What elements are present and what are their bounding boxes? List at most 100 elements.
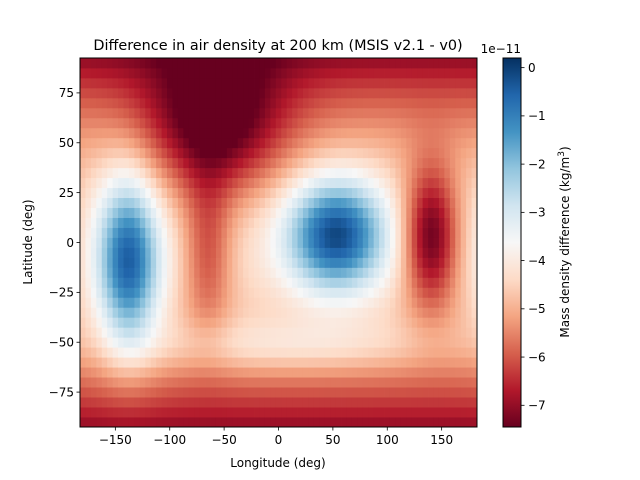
heatmap-cell (302, 197, 309, 208)
heatmap-cell (438, 267, 445, 278)
heatmap-cell (90, 237, 97, 248)
heatmap-cell (433, 137, 440, 149)
heatmap-cell (194, 77, 201, 89)
heatmap-cell (373, 257, 380, 268)
heatmap-cell (346, 417, 353, 428)
heatmap-cell (90, 177, 97, 189)
heatmap-cell (455, 187, 462, 199)
heatmap-cell (460, 127, 467, 139)
heatmap-cell (188, 297, 195, 308)
heatmap-cell (308, 417, 315, 428)
heatmap-cell (384, 287, 391, 298)
heatmap-cell (313, 97, 320, 109)
heatmap-cell (411, 277, 418, 288)
heatmap-cell (460, 58, 467, 69)
heatmap-cell (199, 407, 206, 418)
heatmap-cell (379, 307, 385, 318)
heatmap-cell (96, 127, 103, 139)
heatmap-cell (281, 317, 288, 328)
heatmap-cell (379, 117, 385, 129)
heatmap-cell (351, 297, 358, 308)
heatmap-cell (275, 337, 282, 348)
heatmap-cell (85, 377, 92, 388)
heatmap-cell (226, 317, 233, 328)
heatmap-cell (112, 117, 119, 129)
heatmap-cell (112, 277, 119, 288)
heatmap-cell (107, 197, 114, 208)
heatmap-cell (215, 67, 222, 79)
heatmap-cell (161, 107, 168, 119)
heatmap-cell (417, 357, 424, 368)
heatmap-cell (232, 417, 239, 428)
heatmap-cell (297, 127, 304, 139)
heatmap-cell (107, 137, 114, 149)
heatmap-cell (335, 237, 342, 248)
heatmap-cell (324, 267, 331, 278)
heatmap-cell (150, 187, 157, 199)
heatmap-cell (341, 67, 347, 79)
heatmap-cell (297, 147, 304, 159)
heatmap-cell (226, 177, 233, 189)
heatmap-cell (112, 147, 119, 159)
heatmap-cell (406, 397, 413, 408)
heatmap-cell (438, 317, 445, 328)
heatmap-cell (118, 327, 124, 338)
heatmap-cell (210, 397, 217, 408)
heatmap-cell (308, 157, 315, 169)
heatmap-cell (368, 297, 375, 308)
heatmap-cell (194, 247, 201, 258)
heatmap-cell (128, 407, 135, 418)
heatmap-cell (449, 247, 456, 258)
heatmap-cell (134, 267, 141, 278)
heatmap-cell (471, 257, 478, 268)
heatmap-cell (368, 187, 375, 199)
heatmap-cell (466, 317, 472, 328)
heatmap-cell (281, 77, 288, 89)
heatmap-cell (357, 117, 364, 129)
heatmap-cell (373, 267, 380, 278)
heatmap-cell (297, 197, 304, 208)
heatmap-cell (128, 77, 135, 89)
heatmap-cell (264, 87, 271, 99)
heatmap-cell (438, 397, 445, 408)
heatmap-cell (150, 367, 157, 378)
heatmap-cell (324, 187, 331, 199)
heatmap-cell (275, 307, 282, 318)
heatmap-cell (156, 287, 162, 298)
heatmap-cell (449, 347, 456, 358)
heatmap-cell (128, 87, 135, 99)
heatmap-cell (335, 217, 342, 228)
heatmap-cell (270, 207, 277, 218)
heatmap-cell (302, 417, 309, 428)
heatmap-cell (330, 87, 336, 99)
heatmap-cell (335, 247, 342, 258)
heatmap-cell (395, 107, 402, 119)
heatmap-cell (264, 207, 271, 218)
heatmap-cell (351, 377, 358, 388)
heatmap-cell (128, 377, 135, 388)
heatmap-cell (139, 177, 146, 189)
heatmap-cell (177, 207, 184, 218)
heatmap-cell (417, 327, 424, 338)
heatmap-cell (226, 137, 233, 149)
heatmap-cell (362, 397, 369, 408)
heatmap-cell (172, 197, 179, 208)
heatmap-cell (433, 327, 440, 338)
heatmap-cell (292, 417, 298, 428)
heatmap-cell (357, 247, 364, 258)
heatmap-cell (101, 367, 108, 378)
heatmap-cell (341, 307, 347, 318)
heatmap-cell (101, 147, 108, 159)
heatmap-cell (123, 327, 130, 338)
heatmap-cell (123, 347, 130, 358)
heatmap-cell (444, 257, 451, 268)
heatmap-cell (85, 167, 92, 179)
heatmap-cell (118, 347, 124, 358)
heatmap-cell (357, 307, 364, 318)
heatmap-cell (259, 307, 266, 318)
heatmap-cell (161, 87, 168, 99)
heatmap-cell (335, 177, 342, 189)
heatmap-cell (471, 87, 478, 99)
heatmap-cell (400, 237, 407, 248)
heatmap-cell (335, 58, 342, 69)
